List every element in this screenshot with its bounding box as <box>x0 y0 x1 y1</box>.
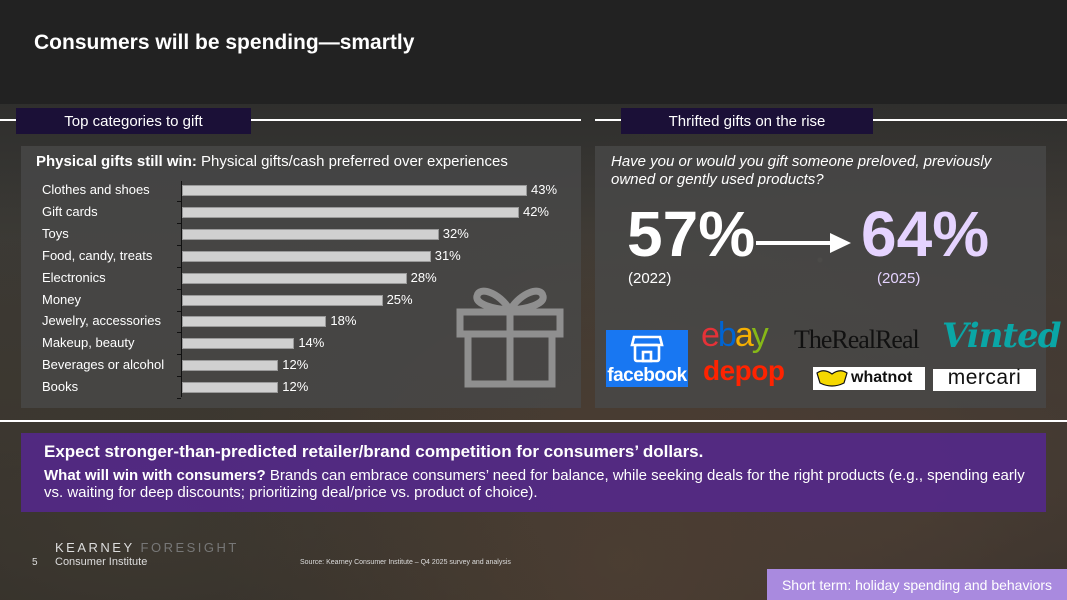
page-title: Consumers will be spending—smartly <box>34 31 415 54</box>
category-label: Food, candy, treats <box>42 247 153 263</box>
brand-main: KEARNEY <box>55 540 135 555</box>
axis-tick <box>177 310 181 312</box>
bar-value-label: 32% <box>442 225 469 241</box>
band-text: What will win with consumers? Brands can… <box>44 467 1034 501</box>
whatnot-glyph-icon <box>816 370 848 387</box>
page-number: 5 <box>32 557 38 568</box>
brand-sub: FORESIGHT <box>134 540 239 555</box>
facebook-wordmark: facebook <box>607 365 687 386</box>
axis-tick <box>177 288 181 290</box>
band-title: Expect stronger-than-predicted retailer/… <box>44 442 704 461</box>
insight-band <box>21 433 1046 512</box>
survey-question: Have you or would you gift someone prelo… <box>611 153 992 188</box>
bar <box>182 338 295 350</box>
whatnot-wordmark: whatnot <box>851 369 913 386</box>
bar <box>182 382 279 394</box>
bar <box>182 272 407 284</box>
category-label: Money <box>42 291 82 307</box>
divider-band <box>0 420 1067 422</box>
bar <box>182 250 431 262</box>
subtitle-rest: Physical gifts/cash preferred over exper… <box>196 153 508 170</box>
bar-value-label: 42% <box>522 203 549 219</box>
stat-2022: 57% <box>627 198 756 270</box>
band-text-bold: What will win with consumers? <box>44 467 266 484</box>
axis-tick <box>177 201 181 202</box>
bar <box>182 360 279 372</box>
section-tab[interactable]: Short term: holiday spending and behavio… <box>767 569 1067 600</box>
axis-tick <box>177 332 181 334</box>
ebay-logo: ebay <box>701 316 769 355</box>
year-2025: (2025) <box>877 270 921 287</box>
axis-tick <box>177 244 181 246</box>
bar-value-label: 12% <box>282 357 309 373</box>
vinted-logo: Vinted <box>942 316 1062 356</box>
gift-icon <box>455 282 565 393</box>
bar-value-label: 28% <box>410 269 437 285</box>
left-section-header: Top categories to gift <box>16 108 251 134</box>
category-label: Clothes and shoes <box>42 182 150 197</box>
category-label: Jewelry, accessories <box>42 313 161 329</box>
stat-2025: 64% <box>861 198 990 270</box>
whatnot-logo: whatnot <box>813 367 925 390</box>
bar-value-label: 18% <box>330 313 357 329</box>
arrow-right-icon <box>756 232 852 259</box>
bar-value-label: 25% <box>386 291 413 307</box>
axis-tick <box>177 222 181 224</box>
bar <box>182 185 527 196</box>
header-bar <box>0 0 1067 104</box>
axis-tick <box>177 398 181 400</box>
bar <box>182 228 439 240</box>
bar <box>182 316 327 328</box>
subtitle-bold: Physical gifts still win: <box>36 153 197 170</box>
mercari-logo: mercari <box>933 366 1036 391</box>
bar-value-label: 31% <box>434 247 461 263</box>
axis-tick <box>177 266 181 268</box>
axis-tick <box>177 354 181 356</box>
therealreal-logo: TheRealReal <box>794 325 920 354</box>
category-label: Gift cards <box>42 203 98 219</box>
depop-logo: depop <box>703 355 785 386</box>
ebay-letter-e: e <box>701 316 720 354</box>
year-2022: (2022) <box>628 270 672 287</box>
chart-axis <box>181 181 182 397</box>
bar <box>182 294 383 306</box>
category-label: Electronics <box>42 269 106 285</box>
mercari-wordmark: mercari <box>947 366 1022 389</box>
bar <box>182 206 519 218</box>
facebook-logo: facebook <box>606 330 688 387</box>
divider-left <box>0 119 581 121</box>
source-note: Source: Kearney Consumer Institute – Q4 … <box>300 559 511 566</box>
bar-value-label: 43% <box>531 182 558 197</box>
ebay-letter-b: b <box>717 316 737 354</box>
axis-tick <box>177 376 181 378</box>
right-section-header: Thrifted gifts on the rise <box>621 108 873 134</box>
band-text-rest: Brands can embrace consumers’ need for b… <box>44 467 1025 501</box>
chart-subtitle: Physical gifts still win: Physical gifts… <box>36 153 508 170</box>
category-label: Toys <box>42 225 69 241</box>
brand-logo: KEARNEY FORESIGHT <box>55 540 239 555</box>
bar-value-label: 12% <box>282 379 309 395</box>
institute-name: Consumer Institute <box>55 556 148 568</box>
category-label: Books <box>42 379 79 395</box>
category-label: Beverages or alcohol <box>42 357 165 373</box>
category-label: Makeup, beauty <box>42 335 135 351</box>
ebay-letter-a: a <box>734 316 754 354</box>
ebay-letter-y: y <box>751 316 769 354</box>
bar-value-label: 14% <box>298 335 325 351</box>
